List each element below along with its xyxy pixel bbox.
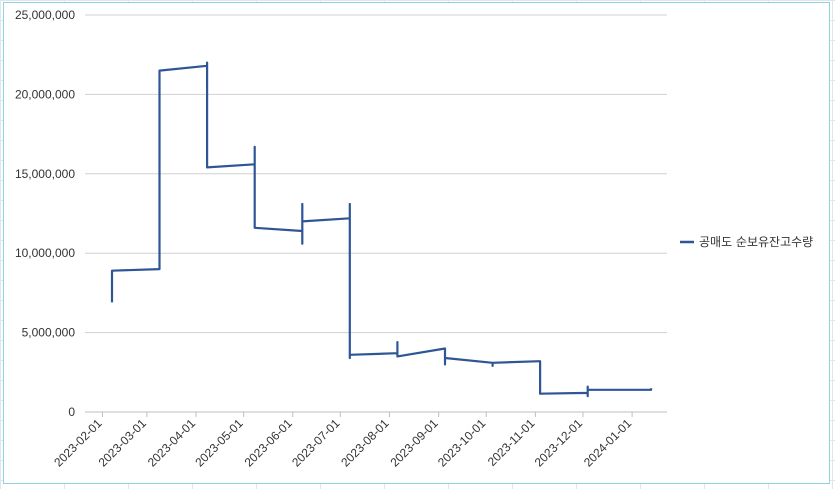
x-tick-label: 2023-08-01 [338,416,392,470]
y-tick-label: 10,000,000 [15,246,75,260]
x-tick-label: 2023-10-01 [435,416,489,470]
x-axis: 2023-02-012023-03-012023-04-012023-05-01… [51,412,634,470]
x-tick-label: 2023-05-01 [192,416,246,470]
x-tick-label: 2023-04-01 [145,416,199,470]
x-tick-label: 2023-09-01 [387,416,441,470]
legend-label: 공매도 순보유잔고수량 [699,235,813,249]
x-tick-label: 2023-12-01 [532,416,586,470]
x-tick-label: 2023-07-01 [289,416,343,470]
x-tick-label: 2023-03-01 [96,416,150,470]
y-tick-label: 25,000,000 [15,8,75,22]
x-tick-label: 2024-01-01 [581,416,635,470]
series-line-0 [110,61,653,398]
legend: 공매도 순보유잔고수량 [680,235,813,249]
x-tick-label: 2023-11-01 [485,416,538,469]
series-group [110,61,653,398]
y-axis-tick-labels: 0 5,000,000 10,000,000 15,000,000 20,000,000… [15,8,75,419]
gridlines [85,14,667,413]
y-tick-label: 15,000,000 [15,167,75,181]
y-tick-label: 0 [68,405,75,419]
y-tick-label: 5,000,000 [22,326,76,340]
x-tick-label: 2023-06-01 [242,416,296,470]
y-tick-label: 20,000,000 [15,87,75,101]
